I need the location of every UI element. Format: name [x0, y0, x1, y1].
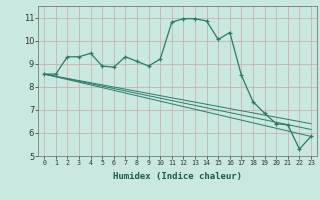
X-axis label: Humidex (Indice chaleur): Humidex (Indice chaleur)	[113, 172, 242, 181]
